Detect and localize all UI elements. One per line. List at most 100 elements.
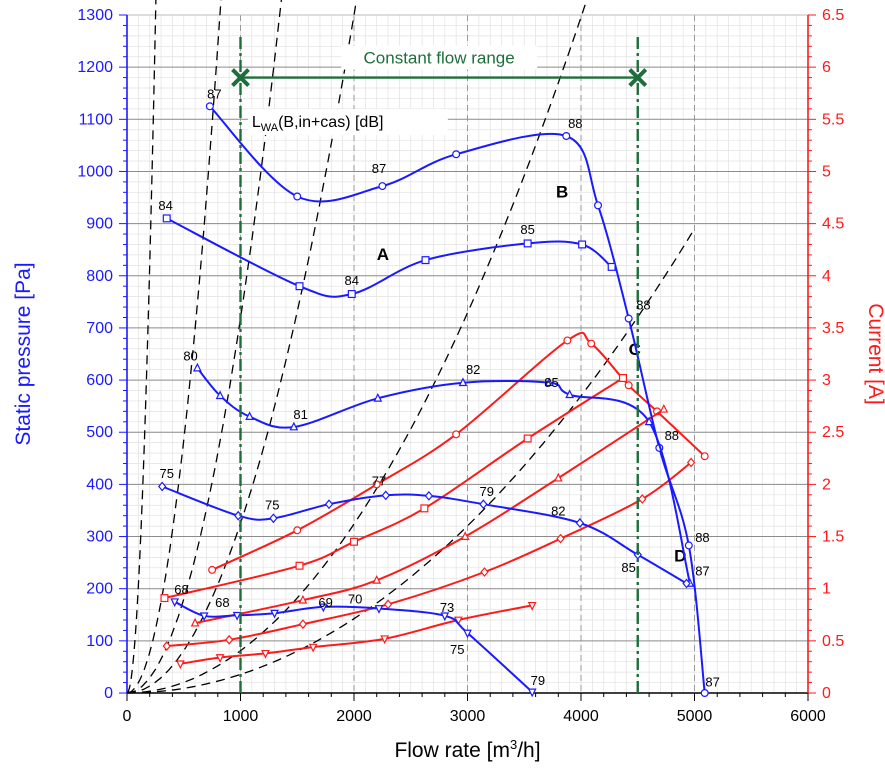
sound-level-label: 87 [695,564,709,579]
sound-level-label: 68 [174,582,188,597]
sound-level-label: 69 [318,595,332,610]
sound-level-label: 88 [695,530,709,545]
current-series-group [160,331,709,670]
right-tick-label: 0.5 [822,633,844,650]
sound-level-label: 88 [568,116,582,131]
right-tick-label: 1 [822,581,831,598]
sound-level-label: 80 [183,348,197,363]
system-curve-label-B: B [556,183,568,202]
constant-flow-range-label: Constant flow range [364,49,515,68]
pressure-point [527,688,537,698]
pressure-line-1 [166,217,613,298]
current-point [293,526,302,535]
current-point [162,641,171,651]
current-point [175,660,185,670]
sound-level-label: 75 [450,642,464,657]
sound-level-label: 79 [480,484,494,499]
pressure-point [318,603,328,613]
current-point [618,373,627,382]
left-tick-label: 1200 [77,59,113,76]
current-point [452,430,461,439]
right-tick-label: 5 [822,163,831,180]
pressure-point [374,605,384,614]
current-point [298,619,308,630]
sound-level-label: 75 [159,466,173,481]
pressure-point [440,612,450,622]
current-point [261,649,270,659]
left-tick-label: 500 [86,424,113,441]
sound-level-label: 77 [372,473,386,488]
left-tick-label: 700 [86,320,113,337]
current-point [556,533,565,544]
pressure-point [295,282,304,291]
pressure-point [381,490,390,501]
current-point [420,504,429,513]
system-curve-s5 [126,228,696,694]
pressure-point [607,262,616,271]
left-axis: 0 100 200 300 400 500 600 700 800 900 1000 1100 1200… [77,7,128,702]
right-tick-label: 6 [822,59,831,76]
left-tick-label: 100 [86,633,113,650]
current-point [460,531,470,540]
current-line-0 [211,331,706,571]
current-line-3 [166,461,692,648]
right-tick-label: 3 [822,372,831,389]
pressure-point [192,362,202,372]
x-axis-title: Flow rate [m3/h] [394,737,540,762]
current-point [480,567,489,577]
right-axis-title: Current [A] [864,303,885,405]
current-point [624,381,633,390]
pressure-point [700,688,709,697]
sound-level-label: 85 [621,560,635,575]
right-tick-label: 6.5 [822,7,844,24]
pressure-point [463,629,472,639]
pressure-point [324,499,334,510]
pressure-point [289,421,299,431]
constant-flow-range [231,37,648,693]
current-point [380,635,390,645]
pressure-point [157,481,167,492]
x-tick-label: 6000 [790,708,826,725]
pressure-line-2 [196,367,691,584]
current-point [224,634,234,645]
x-tick-label: 2000 [336,708,372,725]
current-point [208,565,217,574]
point-labels: 87 87 88 84 85 84 88 80 81 82 85 88 75 75 77 79 82 88 87 85… [158,86,720,689]
pressure-point [170,598,180,608]
pressure-point [162,214,171,223]
sound-level-label: 84 [344,273,358,288]
current-point [160,594,169,603]
left-tick-label: 400 [86,476,113,493]
right-tick-label: 0 [822,685,831,702]
left-tick-label: 1000 [77,163,113,180]
current-line-2 [194,408,665,625]
left-tick-label: 1300 [77,7,113,24]
right-tick-label: 1.5 [822,529,844,546]
left-axis-title: Static pressure [Pa] [12,262,35,445]
left-tick-label: 1100 [79,111,114,128]
pressure-point [544,377,554,387]
pressure-point [373,392,383,402]
left-tick-label: 0 [104,685,113,702]
x-axis: 0 1000 2000 3000 4000 5000 6000 [123,693,826,725]
pressure-point [205,102,214,111]
pressure-point [594,201,603,210]
x-tick-label: 0 [123,708,132,725]
right-tick-label: 2.5 [822,424,844,441]
sound-level-label: 73 [440,600,454,615]
current-point [638,494,647,504]
right-tick-label: 4 [822,268,831,285]
current-point [383,599,393,610]
pressure-series-group [157,102,709,698]
sound-level-label: 82 [466,362,480,377]
sound-level-label: 87 [207,86,221,101]
current-point [686,457,696,468]
pressure-point [479,499,488,510]
pressure-line-4 [174,600,533,693]
x-tick-label: 1000 [223,708,259,725]
pressure-line-0 [209,105,706,694]
current-point [563,336,572,345]
current-point [527,601,537,611]
left-tick-label: 800 [86,268,113,285]
